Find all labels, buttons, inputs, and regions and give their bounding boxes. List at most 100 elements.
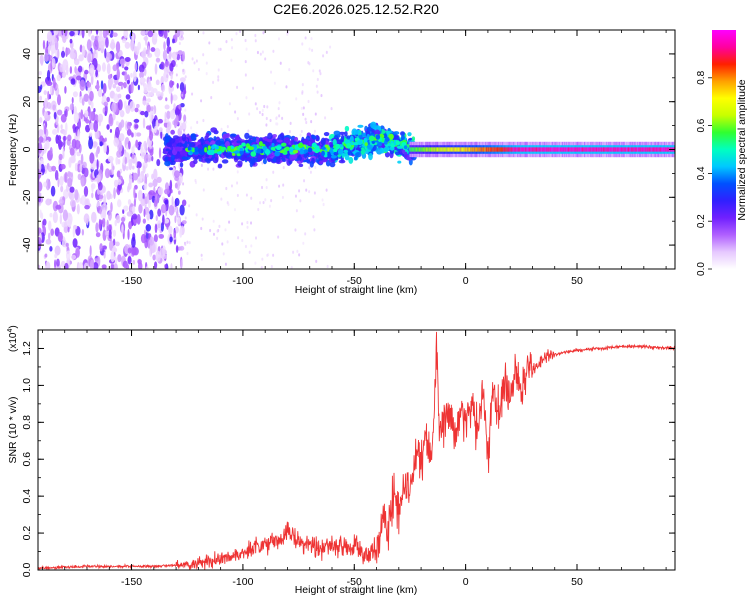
spectrogram-cell [668, 147, 670, 152]
spectrogram-cell [190, 126, 193, 130]
spectrogram-cell [534, 147, 537, 152]
spectrogram-cell [198, 149, 205, 156]
spectrogram-cell [128, 173, 133, 185]
colorbar: 0.0 0.2 0.4 0.6 0.8 Normalized spectral ampl… [696, 30, 748, 276]
spectrogram-cell [604, 147, 606, 152]
spectrogram-cell [537, 147, 539, 152]
spectrogram-cell [153, 168, 158, 181]
spectrogram-cell [102, 83, 107, 94]
spectrogram-cell [246, 220, 249, 225]
spectrogram-cell [432, 147, 435, 152]
spectrogram-cell [418, 147, 421, 152]
spectrogram-cell [57, 141, 64, 148]
spectrogram-cell [516, 147, 518, 152]
spectrogram-cell [622, 147, 624, 152]
spectrogram-cell [494, 147, 496, 152]
spectrogram-cell [184, 108, 187, 112]
spectrogram-cell [507, 147, 509, 152]
spectrogram-cell [252, 136, 257, 143]
spectrogram-cell [127, 229, 130, 240]
spectrogram-cell [56, 94, 62, 106]
spectrogram-cell [95, 149, 99, 158]
spectrogram-cell [116, 170, 121, 178]
spectrogram-cell [67, 177, 73, 188]
spectrogram-cell [43, 142, 48, 153]
spectrogram-cell [155, 91, 162, 97]
spectrogram-cell [194, 178, 197, 183]
spectrogram-cell [89, 90, 94, 102]
spectrogram-cell [57, 231, 63, 243]
spectrogram-cell [146, 193, 150, 204]
spectrogram-cell [43, 124, 47, 135]
spectrogram-cell [106, 96, 110, 103]
spectrogram-cell [117, 254, 122, 263]
spectrogram-cell [547, 147, 549, 152]
spectrogram-cell [525, 147, 527, 152]
spectrogram-cell [205, 132, 210, 138]
spectrogram-cell [264, 57, 267, 61]
spectrogram-cell [570, 147, 572, 152]
spectrogram-cell [182, 68, 185, 73]
spectrogram-cell [164, 111, 167, 122]
spectrogram-cell [322, 54, 325, 58]
spectrogram-cell [129, 100, 135, 113]
snr-frame [37, 329, 676, 571]
spectrogram-cell [179, 227, 183, 238]
spectrogram-cell [114, 126, 120, 139]
spectrogram-cell [503, 147, 506, 152]
spectrogram-cell [429, 147, 432, 152]
spectrogram-cell [501, 147, 503, 152]
spectrogram-cell [263, 104, 266, 109]
spectrogram-cell [602, 147, 605, 152]
spectrogram-cell [477, 147, 479, 152]
spectrogram-cell [313, 191, 316, 195]
spectrogram-cell [97, 181, 103, 191]
spectrogram-cell [92, 141, 98, 148]
spectrogram-cell [264, 198, 267, 202]
spectrogram-cell [224, 228, 227, 232]
spectrogram-cell [354, 151, 362, 158]
spectrogram-cell [520, 147, 523, 152]
spectrogram-cell [115, 41, 121, 53]
spectrogram-cell [91, 211, 97, 224]
spectrogram-cell [282, 165, 285, 170]
spectrogram-cell [164, 104, 170, 110]
spectrogram-cell [184, 75, 187, 79]
spectrogram-cell [141, 50, 147, 59]
spectrogram-cell [332, 139, 337, 146]
spectrogram-cell [182, 51, 186, 62]
snr-x-tick-label: -150 [121, 576, 142, 588]
spectrogram-cell [140, 30, 147, 36]
spectrogram-cell [482, 147, 485, 152]
spectrogram-cell [115, 214, 121, 224]
spectrogram-cell [172, 38, 175, 44]
spectrogram-cell [78, 54, 84, 62]
spectrogram-cell [132, 259, 136, 265]
spectrogram-cell [155, 57, 161, 63]
spectrogram-cell [239, 147, 244, 152]
spectrogram-cell [414, 147, 417, 152]
spectrogram-cell [247, 129, 250, 133]
spectrogram-cell [370, 121, 377, 129]
spectrogram-cell [411, 147, 413, 152]
spectrogram-cell [174, 158, 181, 163]
spectrogram-cell [169, 179, 173, 191]
spectrogram-cell [278, 184, 281, 188]
spectrogram-cell [72, 91, 78, 98]
spectrogram-cell [637, 147, 639, 152]
spectrogram-cell [463, 147, 465, 152]
spectrogram-cell [128, 140, 131, 150]
spectrogram-cell [115, 241, 120, 247]
spectrogram-cell [518, 147, 520, 152]
spectrogram-cell [456, 147, 458, 152]
spectrogram-cell [493, 147, 495, 152]
spectrogram-cell [47, 90, 50, 101]
spectrogram-cell [294, 194, 297, 198]
spectrogram-cell [146, 98, 151, 103]
spectrogram-cell [265, 178, 268, 182]
spectrogram-cell [233, 208, 236, 212]
spectrogram-cell [486, 147, 488, 152]
spectrogram-cell [77, 129, 81, 141]
spectrogram-cell [570, 147, 573, 152]
snr-y-label: SNR (10 * v/v) [7, 396, 19, 463]
